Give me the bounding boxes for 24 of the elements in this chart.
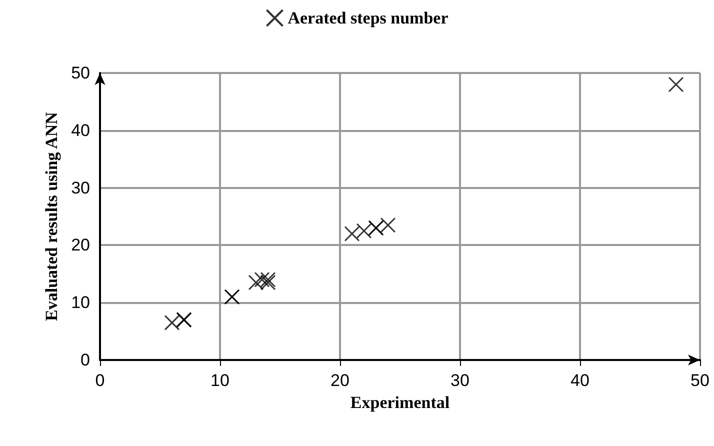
- point: [254, 272, 270, 288]
- x-tick-label: 50: [690, 371, 710, 390]
- y-tick-label: 50: [71, 64, 90, 82]
- x-tick-label: 30: [450, 371, 470, 390]
- x-tick-label: 40: [570, 371, 590, 390]
- y-tick-label: 10: [71, 293, 90, 312]
- y-tick-label: 40: [71, 120, 90, 140]
- point: [344, 226, 360, 242]
- x-tick-label: 20: [330, 371, 350, 390]
- x-axis-title: Experimental: [350, 392, 450, 412]
- point: [260, 274, 276, 290]
- point: [260, 272, 276, 288]
- y-tick-label: 30: [71, 178, 90, 198]
- y-axis-title: Evaluated results using ANN: [42, 111, 62, 321]
- legend-label: Aerated steps number: [288, 8, 449, 28]
- y-tick-label: 0: [80, 350, 90, 370]
- point: [668, 76, 684, 92]
- point: [248, 274, 264, 290]
- point: [380, 217, 396, 233]
- point: [356, 223, 372, 239]
- x-tick-label: 0: [95, 371, 105, 390]
- point: [164, 314, 180, 330]
- y-tick-label: 20: [71, 236, 90, 255]
- x-tick-label: 10: [210, 371, 230, 390]
